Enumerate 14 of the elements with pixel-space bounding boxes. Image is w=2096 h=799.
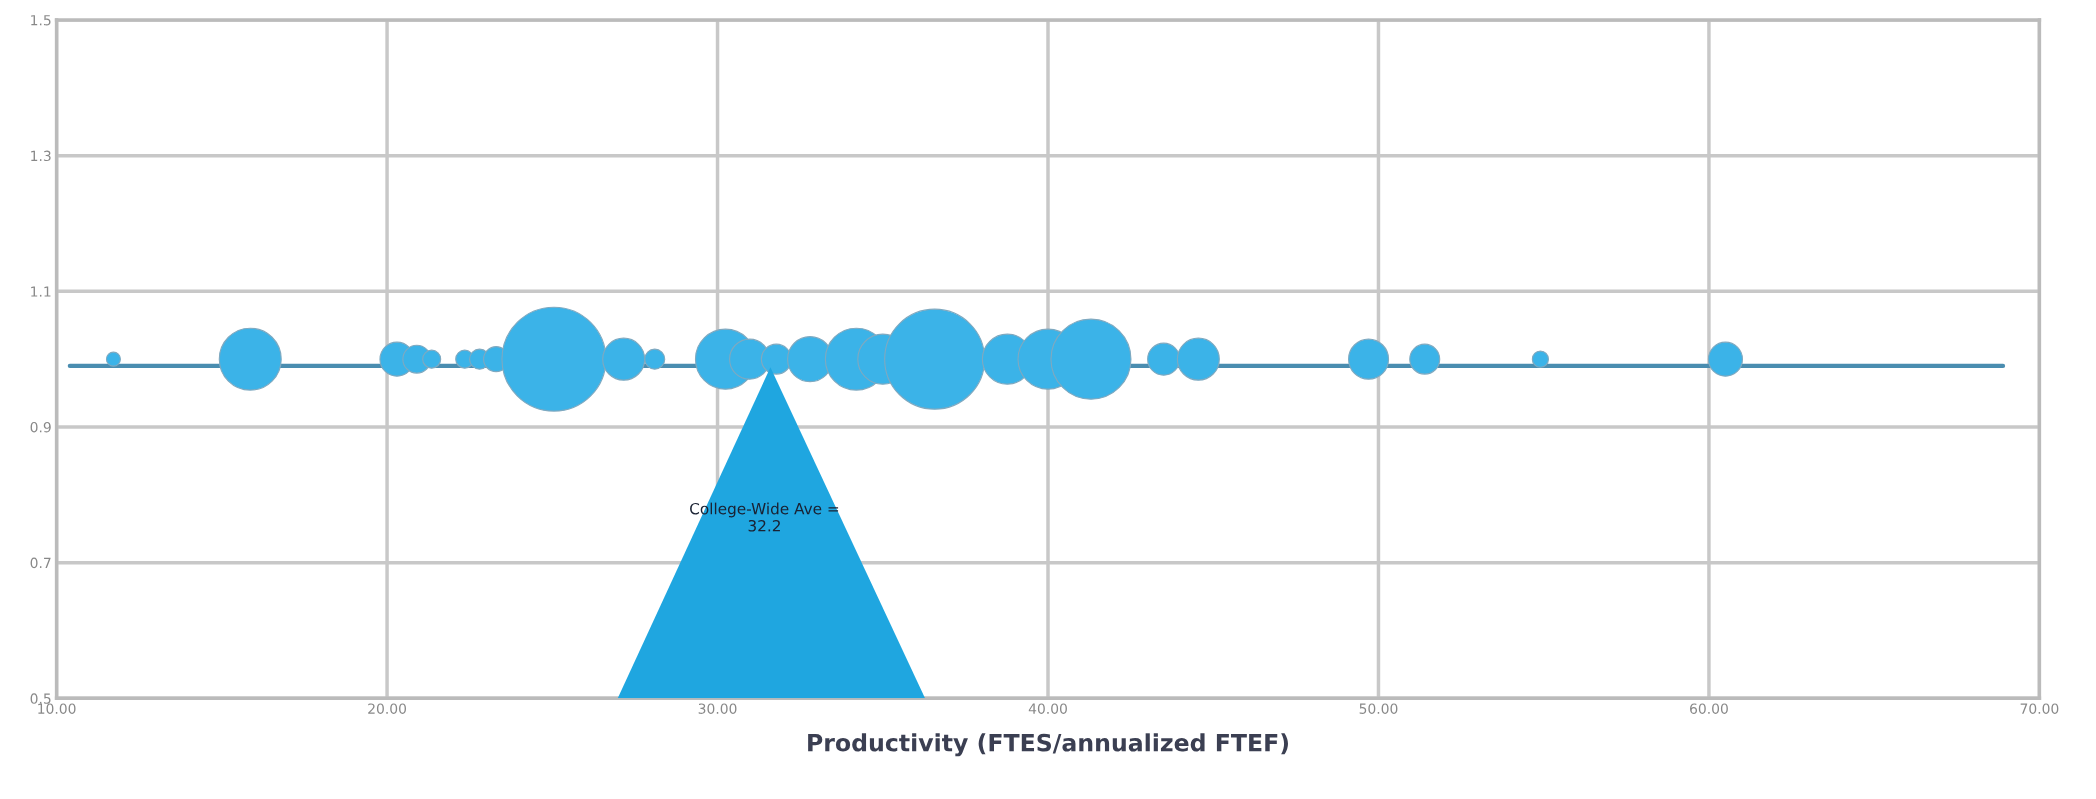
x-axis-title: Productivity (FTES/annualized FTEF)	[808, 733, 1288, 757]
x-tick-label: 10.00	[38, 703, 76, 714]
y-tick-label: 0.5	[30, 693, 51, 704]
x-tick-label: 30.00	[698, 703, 737, 714]
y-tick-label: 1.5	[31, 15, 51, 26]
x-tick-label: 50.00	[1359, 703, 1398, 714]
y-tick-label: 1.3	[31, 150, 51, 162]
x-tick-label: 60.00	[1690, 703, 1728, 714]
x-tick-label: 70.00	[2020, 703, 2059, 714]
x-tick-label: 20.00	[368, 703, 407, 714]
y-tick-label: 1.1	[31, 286, 51, 297]
y-tick-label: 0.7	[30, 557, 51, 569]
x-tick-label: 40.00	[1028, 703, 1067, 714]
y-tick-label: 0.9	[30, 421, 51, 433]
